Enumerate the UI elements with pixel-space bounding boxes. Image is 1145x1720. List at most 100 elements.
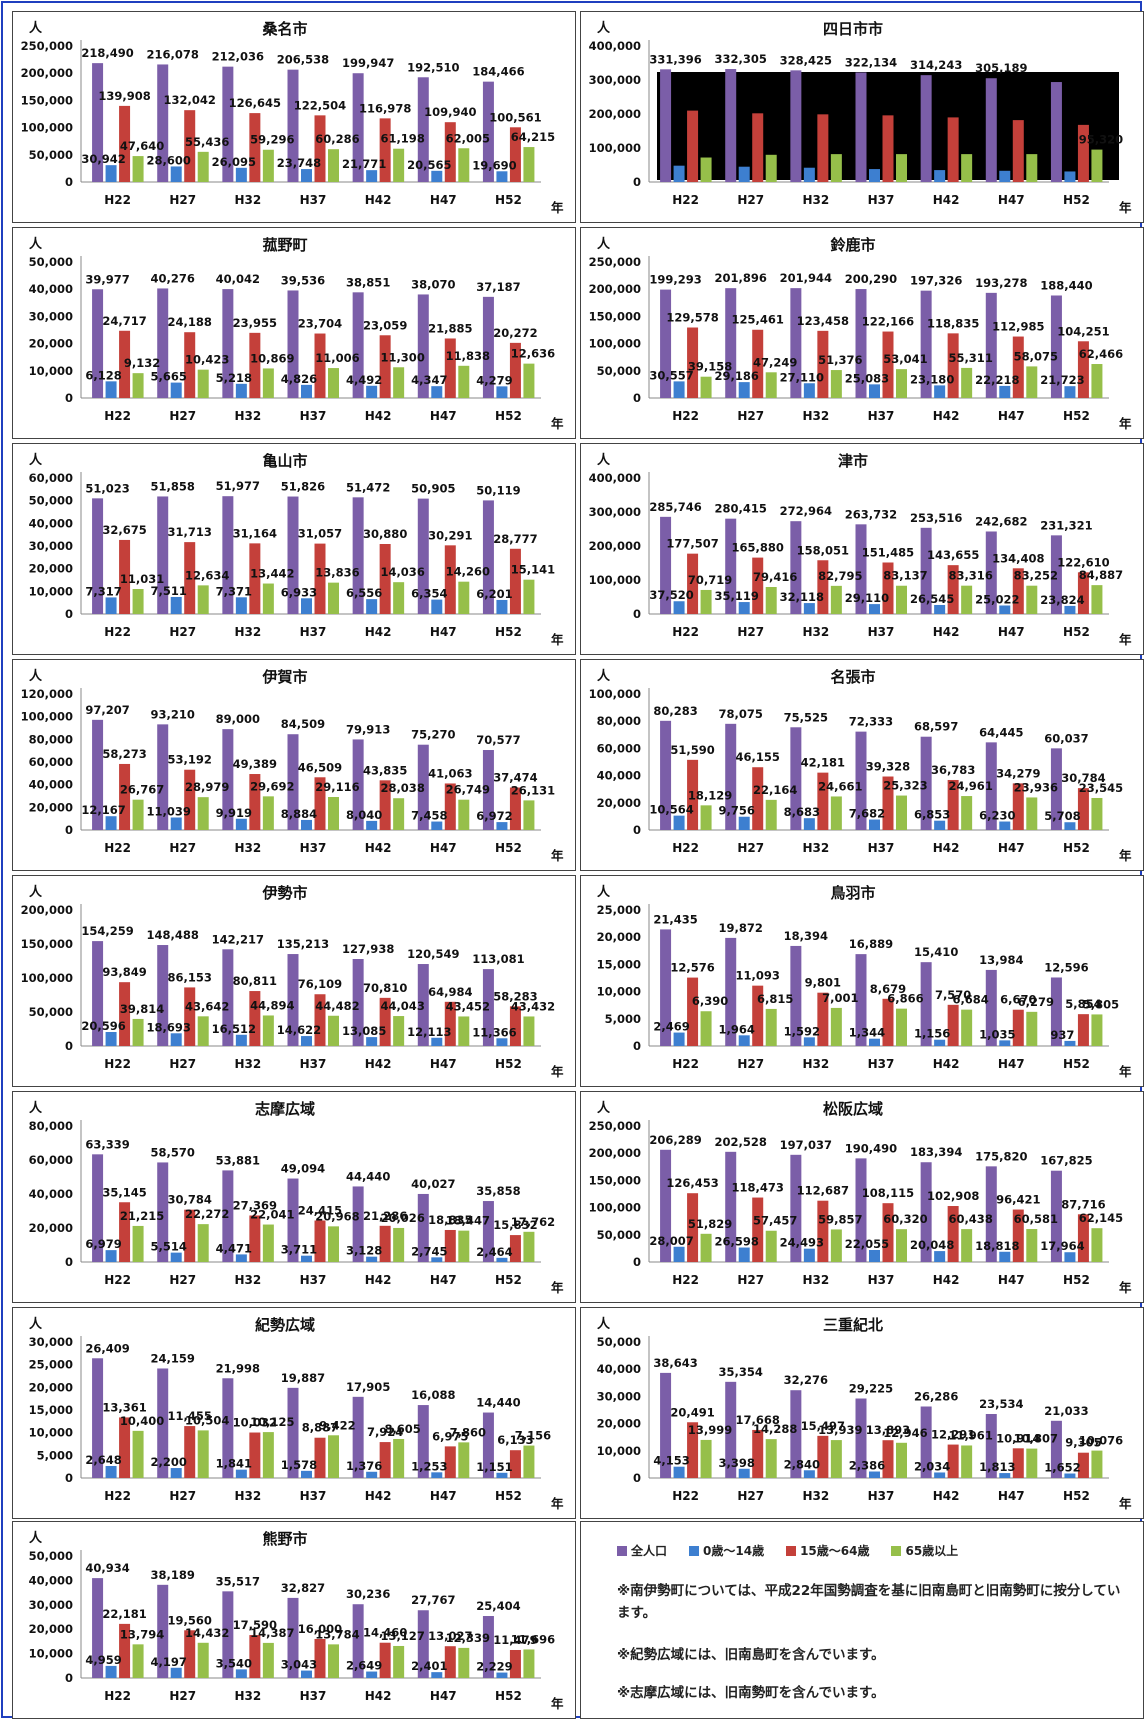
bar-age-15-64	[1077, 124, 1089, 182]
data-label: 21,998	[216, 1361, 260, 1375]
data-label: 11,300	[380, 350, 424, 364]
y-tick-label: 250,000	[589, 1119, 641, 1133]
data-label: 13,784	[315, 1627, 359, 1641]
bar-age-15-64	[444, 1001, 456, 1046]
data-label: 44,440	[346, 1169, 390, 1183]
data-label: 58,283	[493, 989, 537, 1003]
data-label: 51,977	[216, 479, 260, 493]
y-tick-label: 0	[633, 607, 641, 621]
bar-age-0-14	[301, 598, 312, 614]
data-label: 134,408	[992, 551, 1044, 565]
data-label: 9,801	[805, 976, 841, 990]
data-label: 22,041	[250, 1208, 294, 1222]
bar-age-65-plus	[458, 148, 470, 182]
bar-age-65-plus	[458, 1016, 470, 1046]
y-axis-unit: 人	[597, 236, 611, 252]
data-label: 5,218	[216, 371, 252, 385]
x-tick-label: H47	[430, 625, 457, 639]
y-tick-label: 0	[65, 1039, 73, 1053]
data-label: 188,440	[1040, 278, 1092, 292]
data-label: 51,858	[151, 479, 195, 493]
data-label: 31,164	[233, 526, 277, 540]
data-label: 30,557	[649, 368, 693, 382]
bar-chart: 志摩広域 人 0 20,000 40,000 60,000 80,000 H22 H27 H32 H…	[29, 1100, 564, 1295]
x-tick-label: H27	[737, 625, 764, 639]
data-label: 6,815	[757, 992, 793, 1006]
bar-age-15-64	[1077, 1014, 1089, 1046]
data-label: 31,057	[298, 527, 342, 541]
data-label: 206,289	[649, 1133, 701, 1147]
data-label: 3,711	[281, 1243, 317, 1257]
bar-total	[790, 945, 802, 1046]
data-label: 60,581	[1014, 1212, 1058, 1226]
bar-total	[1050, 1420, 1062, 1478]
y-tick-label: 50,000	[29, 494, 73, 508]
data-label: 23,545	[1079, 781, 1123, 795]
bar-age-0-14	[934, 820, 946, 830]
legend-swatch-age-0-14	[689, 1545, 700, 1556]
y-axis-unit: 人	[29, 1316, 43, 1332]
y-tick-label: 0	[65, 1255, 73, 1269]
bar-age-0-14	[301, 1255, 312, 1262]
y-tick-label: 20,000	[597, 796, 641, 810]
bar-age-0-14	[1064, 1040, 1076, 1046]
data-label: 11,696	[511, 1632, 555, 1646]
legend-swatch-age-15-64	[786, 1545, 797, 1556]
data-label: 26,767	[120, 783, 164, 797]
bar-age-15-64	[1012, 783, 1024, 830]
note-kisei: ※紀勢広域には、旧南島町を含んでいます。	[617, 1647, 885, 1663]
y-tick-label: 30,000	[29, 309, 73, 323]
bar-age-65-plus	[328, 797, 339, 830]
x-tick-label: H22	[104, 1273, 131, 1287]
bar-age-0-14	[301, 384, 312, 398]
data-label: 24,661	[818, 779, 862, 793]
bar-age-65-plus	[1091, 364, 1103, 398]
data-label: 305,189	[975, 61, 1027, 75]
x-tick-label: H37	[868, 1489, 895, 1503]
chart-title: 熊野市	[262, 1530, 307, 1548]
y-axis-unit: 人	[597, 668, 611, 684]
data-label: 8,679	[870, 982, 906, 996]
x-tick-label: H37	[868, 409, 895, 423]
data-label: 2,745	[411, 1244, 447, 1258]
data-label: 100,561	[489, 110, 541, 124]
chart-panel: 四日市市 人 0 100,000 200,000 300,000 400,000 H22 H27…	[580, 11, 1144, 223]
data-label: 5,854	[1065, 997, 1101, 1011]
data-label: 22,218	[975, 373, 1019, 387]
data-label: 25,404	[476, 1599, 520, 1613]
data-label: 39,328	[866, 760, 910, 774]
bar-age-15-64	[119, 763, 131, 830]
bar-total	[855, 289, 867, 398]
data-label: 165,880	[732, 541, 784, 555]
data-label: 58,075	[1014, 349, 1058, 363]
data-label: 38,851	[346, 275, 390, 289]
bar-age-0-14	[673, 1032, 685, 1046]
bar-age-65-plus	[393, 582, 405, 614]
chart-panel: 紀勢広域 人 0 5,000 10,000 15,000 20,000 25,000 30,00…	[12, 1307, 576, 1519]
bar-total	[157, 64, 169, 182]
bar-chart: 伊勢市 人 0 50,000 100,000 150,000 200,000 H22 H27 H3…	[21, 884, 564, 1079]
bar-age-65-plus	[1026, 366, 1038, 398]
chart-panel: 桑名市 人 0 50,000 100,000 150,000 200,000 250,000 H…	[12, 11, 576, 223]
bar-age-0-14	[803, 383, 815, 398]
data-label: 11,479	[493, 1633, 537, 1647]
bar-total	[417, 1405, 429, 1478]
bar-age-15-64	[817, 1200, 829, 1262]
x-axis-unit: 年	[551, 1696, 564, 1711]
bar-age-15-64	[184, 110, 196, 182]
bar-age-0-14	[869, 169, 880, 182]
chart-panel: 鈴鹿市 人 0 50,000 100,000 150,000 200,000 250,000 H…	[580, 227, 1144, 439]
bar-age-0-14	[934, 385, 946, 398]
data-label: 2,200	[151, 1455, 187, 1469]
data-label: 167,825	[1040, 1154, 1092, 1168]
bar-age-0-14	[738, 382, 750, 398]
legend-label-age-65-plus: 65歳以上	[905, 1544, 959, 1558]
data-label: 28,038	[380, 781, 424, 795]
y-tick-label: 10,000	[597, 1444, 641, 1458]
y-tick-label: 30,000	[597, 1389, 641, 1403]
data-label: 23,936	[1014, 780, 1058, 794]
data-label: 79,913	[346, 722, 390, 736]
bar-age-0-14	[235, 383, 247, 398]
data-label: 200,290	[845, 272, 897, 286]
data-label: 39,158	[688, 360, 732, 374]
